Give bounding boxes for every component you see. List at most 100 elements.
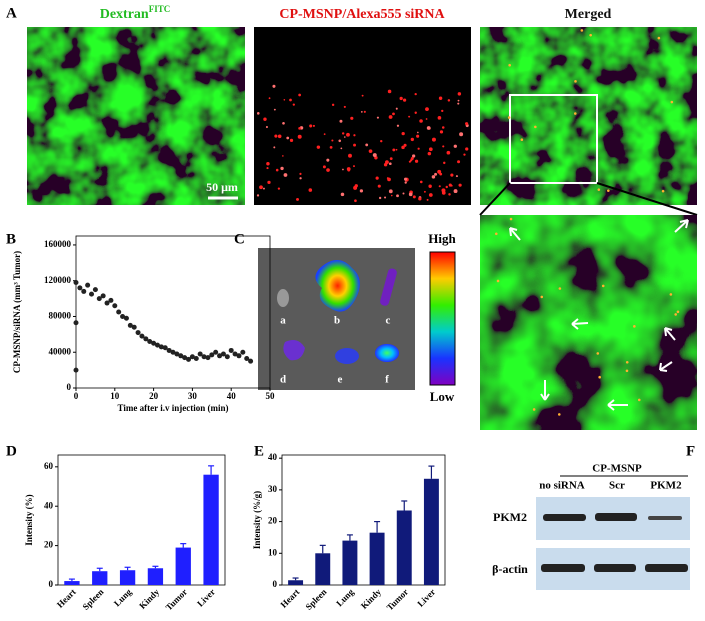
particle xyxy=(402,192,405,195)
particle xyxy=(296,197,299,201)
particle xyxy=(392,148,396,152)
bar xyxy=(203,474,219,585)
particle xyxy=(289,138,294,143)
x-tick-label: 40 xyxy=(227,391,237,401)
particle xyxy=(607,189,610,192)
particle xyxy=(286,136,290,140)
particle xyxy=(410,156,414,161)
y-tick-label: 0 xyxy=(67,382,72,392)
y-tick-label: 0 xyxy=(273,579,278,589)
y-tick-label: 30 xyxy=(268,484,278,494)
particle xyxy=(445,185,448,189)
particle xyxy=(441,188,446,193)
bar xyxy=(147,568,164,585)
particle xyxy=(368,149,373,154)
particle xyxy=(496,279,500,283)
particle xyxy=(298,93,301,97)
particle xyxy=(331,139,334,142)
particle xyxy=(292,103,295,106)
arrow xyxy=(540,380,550,401)
particle xyxy=(353,134,356,137)
arrow xyxy=(571,318,589,330)
particle xyxy=(265,126,268,129)
particle xyxy=(465,122,469,126)
particle xyxy=(414,92,417,96)
y-axis-label: Intensity (%) xyxy=(24,494,34,545)
panel-label: A xyxy=(6,5,17,21)
point xyxy=(201,354,207,360)
particle xyxy=(289,98,292,102)
particle xyxy=(326,158,330,162)
particle xyxy=(282,121,285,125)
image-title: Merged xyxy=(565,7,612,22)
particle xyxy=(299,177,302,180)
bar xyxy=(396,510,412,585)
panel-label: D xyxy=(6,443,17,459)
particle xyxy=(308,188,313,192)
particle xyxy=(359,189,364,193)
particle xyxy=(676,310,680,314)
point xyxy=(77,285,83,291)
micrograph-texture xyxy=(480,27,697,205)
particle xyxy=(507,116,511,119)
panel-label: B xyxy=(6,231,16,247)
image-title: DextranFITC xyxy=(100,4,171,22)
particle xyxy=(346,132,350,137)
particle xyxy=(419,180,423,184)
particle xyxy=(331,103,335,107)
particle xyxy=(459,132,464,137)
x-tick-label: Kindy xyxy=(137,586,161,610)
particle xyxy=(390,194,393,197)
arrows xyxy=(509,219,689,411)
particle xyxy=(441,109,444,113)
particle xyxy=(457,99,460,102)
particle xyxy=(674,313,677,316)
particle xyxy=(399,96,403,101)
particle xyxy=(354,199,357,203)
particle xyxy=(404,177,408,181)
blot-band xyxy=(543,514,586,521)
particle xyxy=(670,100,674,104)
point xyxy=(131,324,137,330)
particle xyxy=(263,187,265,190)
particle xyxy=(633,325,636,328)
bar xyxy=(423,478,439,585)
y-tick-label: 40000 xyxy=(49,346,72,356)
bar xyxy=(288,580,304,585)
particle xyxy=(346,167,351,171)
particle xyxy=(580,29,584,32)
point xyxy=(123,315,129,321)
particle xyxy=(428,193,433,197)
particle xyxy=(457,160,461,164)
particle xyxy=(266,167,269,170)
point xyxy=(189,354,195,360)
particle xyxy=(669,293,673,296)
particle xyxy=(340,192,345,197)
particle xyxy=(277,134,282,139)
title-sup: FITC xyxy=(149,4,171,14)
y-tick-label: 0 xyxy=(49,579,54,589)
bar xyxy=(92,571,108,585)
particle xyxy=(392,112,395,116)
bar xyxy=(119,570,136,585)
particle xyxy=(403,143,407,147)
particle xyxy=(438,185,441,188)
point xyxy=(135,330,141,336)
particle xyxy=(453,189,458,194)
plot-frame xyxy=(281,454,446,586)
y-axis-label: CP-MSNP/siRNA (mm³ Tumor) xyxy=(12,251,22,373)
particle xyxy=(326,168,330,172)
particle xyxy=(661,189,665,193)
particle xyxy=(263,117,267,121)
particle xyxy=(363,110,366,113)
particle xyxy=(360,110,363,113)
organ xyxy=(315,260,360,312)
point xyxy=(217,353,223,359)
particle xyxy=(401,145,405,150)
particle xyxy=(438,96,443,100)
organ-label: e xyxy=(338,374,343,386)
particle xyxy=(268,97,271,100)
x-tick-label: 20 xyxy=(149,391,159,401)
y-tick-label: 20 xyxy=(268,516,278,526)
